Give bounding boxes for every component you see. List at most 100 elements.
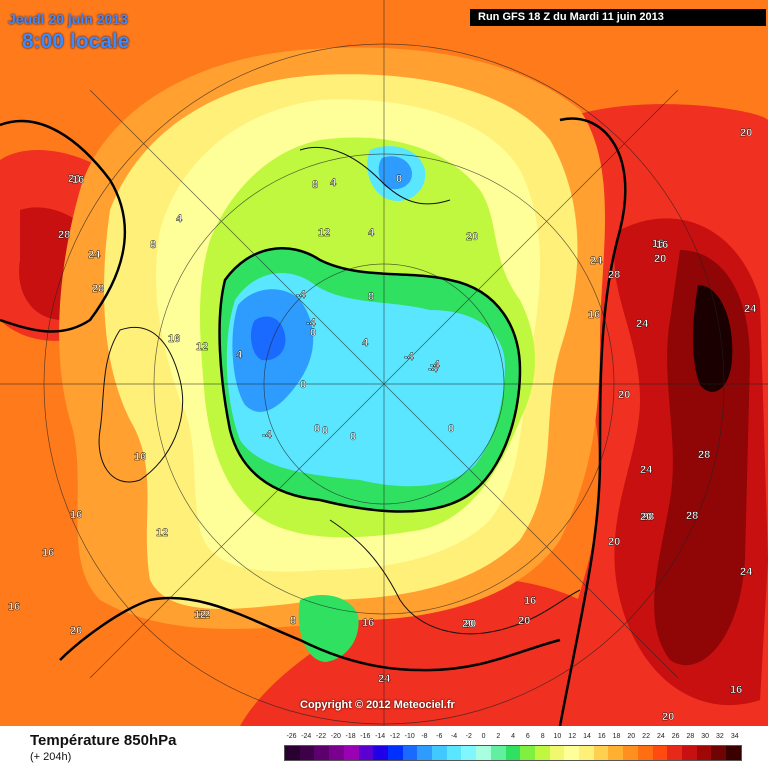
legend-tick: 22	[642, 733, 650, 740]
legend-swatch	[711, 746, 727, 760]
legend-swatch	[490, 746, 506, 760]
legend-swatch	[637, 746, 653, 760]
isotherm-label: 24	[636, 318, 649, 330]
legend-tick: 14	[583, 733, 591, 740]
isotherm-label: 20	[462, 618, 474, 630]
forecast-time: 8:00 locale	[22, 30, 130, 53]
isotherm-label: 20	[464, 618, 476, 630]
isotherm-label: 4	[368, 227, 375, 239]
legend-swatch	[667, 746, 682, 760]
legend-tick: 12	[568, 733, 577, 740]
isotherm-label: 16	[524, 595, 536, 607]
isotherm-label: 28	[608, 269, 620, 281]
legend-swatch	[314, 746, 330, 760]
legend-swatch	[652, 746, 668, 760]
isotherm-label: 28	[642, 511, 654, 523]
isotherm-label: 0	[448, 423, 454, 435]
isotherm-label: 12	[318, 227, 330, 239]
isotherm-label: 20	[618, 389, 630, 401]
isotherm-label: 20	[640, 511, 652, 523]
forecast-lead: (+ 204h)	[30, 751, 72, 763]
color-scale	[284, 745, 742, 761]
legend-tick: 26	[671, 733, 680, 740]
legend-tick: 30	[701, 733, 710, 740]
isotherm-label: 16	[362, 617, 374, 629]
legend-tick: 8	[540, 733, 545, 740]
isotherm-label: 16	[168, 333, 180, 345]
legend-swatch	[564, 746, 580, 760]
legend-tick: 16	[597, 733, 606, 740]
legend-swatch	[417, 746, 433, 760]
legend-tick: -10	[404, 733, 415, 740]
isotherm-label: 8	[312, 179, 318, 191]
isotherm-label: 20	[740, 127, 752, 139]
legend-swatch	[358, 746, 374, 760]
legend-tick: -14	[375, 733, 386, 740]
parameter-title: Température 850hPa	[30, 732, 177, 749]
legend-swatch	[476, 746, 491, 760]
legend-tick: 28	[686, 733, 695, 740]
legend-tick: -26	[286, 733, 297, 740]
isotherm-label: 20	[608, 536, 620, 548]
isotherm-label: -4	[404, 351, 415, 363]
legend-tick: 32	[716, 733, 724, 740]
legend-swatch	[579, 746, 594, 760]
isotherm-label: 20	[68, 173, 80, 185]
isotherm-label: 16	[8, 601, 20, 613]
isotherm-label: 0	[310, 327, 316, 339]
legend-swatch	[285, 746, 300, 760]
legend-swatch	[623, 746, 638, 760]
isotherm-label: 4	[176, 213, 183, 225]
legend-tick: -24	[301, 733, 312, 740]
isotherm-label: 0	[314, 423, 320, 435]
legend-tick: 20	[627, 733, 636, 740]
legend-swatch	[696, 746, 712, 760]
isotherm-label: 20	[518, 615, 530, 627]
isotherm-label: 16	[588, 309, 600, 321]
isotherm-label: 0	[396, 173, 402, 185]
legend-swatch	[549, 746, 565, 760]
legend-swatch	[681, 746, 697, 760]
legend-tick: -16	[360, 733, 371, 740]
isotherm-label: 24	[640, 464, 653, 476]
legend-tick: -20	[330, 733, 341, 740]
legend-swatch	[402, 746, 418, 760]
legend-swatch	[373, 746, 388, 760]
isotherm-label: 16	[72, 174, 84, 186]
isotherm-label: 16	[42, 547, 54, 559]
isotherm-label: 0	[322, 425, 328, 437]
isotherm-label: -4	[296, 289, 307, 301]
isotherm-label: 12	[156, 527, 168, 539]
isotherm-label: 8	[368, 291, 374, 303]
legend-ticks: -26 -24 -22 -20 -18 -16 -14 -12 -10 -8 -6 -4 -2 0 2 4 6 8…	[284, 733, 742, 745]
isotherm-label: 20	[70, 625, 82, 637]
legend-swatch	[520, 746, 535, 760]
isotherm-label: 20	[654, 253, 666, 265]
legend-tick: 10	[553, 733, 562, 740]
isotherm-label: 16	[70, 509, 82, 521]
copyright-notice: Copyright © 2012 Meteociel.fr	[300, 699, 455, 711]
isotherm-label: 24	[378, 673, 391, 685]
isotherm-label: 12	[198, 609, 210, 621]
isotherm-label: 4	[362, 337, 369, 349]
isotherm-label: 28	[58, 229, 70, 241]
legend-tick: 34	[730, 733, 739, 740]
isotherm-label: 20	[466, 231, 478, 243]
legend-swatch	[505, 746, 521, 760]
isotherm-label: 24	[590, 255, 603, 267]
legend-swatch	[608, 746, 624, 760]
legend-tick: -2	[465, 733, 472, 740]
isotherm-label: 28	[686, 510, 698, 522]
isotherm-label: 16	[730, 684, 742, 696]
isotherm-label: 16	[656, 239, 668, 251]
legend-swatch	[432, 746, 447, 760]
legend-tick: -8	[421, 733, 428, 740]
legend-swatch	[446, 746, 462, 760]
isotherm-label: 0	[350, 431, 356, 443]
legend-tick: 24	[656, 733, 665, 740]
isotherm-label: 12	[196, 341, 208, 353]
legend-swatch	[461, 746, 477, 760]
